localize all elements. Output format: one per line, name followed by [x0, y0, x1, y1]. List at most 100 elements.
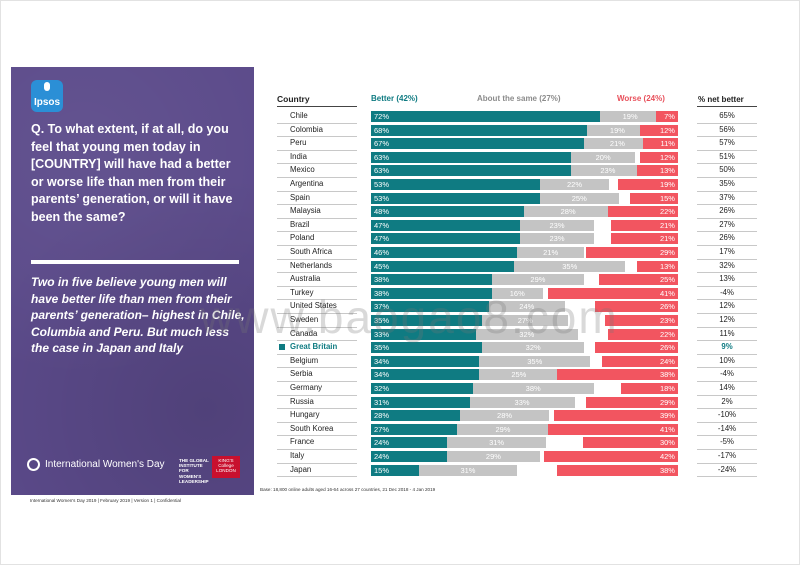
data-label: 25% — [659, 275, 675, 285]
bar-better: 46% — [371, 247, 518, 258]
bar-worse: 22% — [608, 206, 678, 218]
net-separator — [697, 149, 757, 151]
chart-row: Chile 72% 19% 7% 65% — [0, 110, 800, 124]
data-label: 67% — [374, 139, 390, 149]
net-value: 32% — [719, 260, 735, 270]
data-label: 13% — [659, 261, 675, 271]
row-separator — [277, 299, 357, 300]
tick-label: Spain — [290, 192, 310, 202]
tick-label: Russia — [290, 396, 314, 406]
net-value: 51% — [719, 151, 735, 161]
data-label: 29% — [530, 275, 546, 285]
data-label: 26% — [659, 302, 675, 312]
tick-label: Canada — [290, 328, 318, 338]
bar-same: 31% — [418, 464, 518, 476]
data-label: 33% — [514, 397, 530, 407]
bar-better: 27% — [371, 423, 457, 435]
bar-better: 38% — [371, 274, 492, 286]
bar-same: 35% — [514, 260, 626, 272]
data-label: 18% — [659, 384, 675, 393]
chart-row: Spain 53% 25% 15% 37% — [0, 192, 800, 206]
net-value: -14% — [717, 423, 737, 433]
net-separator — [697, 299, 757, 300]
tick-label: Peru — [290, 138, 307, 148]
row-separator — [277, 380, 357, 382]
data-label: 47% — [374, 234, 390, 244]
bar-better: 35% — [371, 315, 483, 326]
data-label: 29% — [659, 397, 675, 407]
bar-worse: 26% — [595, 342, 678, 354]
bar-worse: 23% — [604, 315, 678, 326]
net-separator — [697, 435, 757, 436]
row-separator — [277, 326, 357, 328]
net-value: 27% — [719, 219, 735, 229]
net-value: -4% — [720, 369, 734, 379]
net-value: 11% — [719, 328, 735, 338]
bar-same: 32% — [475, 328, 578, 340]
data-label: 38% — [659, 465, 675, 475]
net-separator — [697, 312, 757, 314]
tick-label: Great Britain — [290, 342, 338, 352]
net-separator — [697, 340, 757, 341]
tick-label: Brazil — [290, 219, 310, 229]
bar-same: 23% — [520, 219, 594, 231]
data-label: 63% — [374, 152, 390, 162]
bar-same: 29% — [491, 274, 585, 286]
header-country-rule — [277, 106, 357, 107]
data-label: 7% — [664, 112, 675, 121]
net-separator — [697, 204, 757, 205]
net-separator — [697, 272, 757, 273]
chart-row: Australia 38% 29% 25% 13% — [0, 273, 800, 287]
data-label: 68% — [374, 125, 390, 135]
net-separator — [697, 448, 757, 450]
data-label: 23% — [600, 166, 616, 176]
chart-row: Hungary 28% 28% 39% -10% — [0, 409, 800, 423]
bar-worse: 26% — [595, 301, 678, 313]
data-label: 28% — [560, 207, 576, 217]
data-label: 21% — [609, 139, 625, 149]
bar-same: 22% — [539, 179, 610, 190]
bar-better: 38% — [371, 287, 492, 299]
data-label: 28% — [374, 411, 390, 421]
row-separator — [277, 367, 357, 368]
net-value: 65% — [719, 111, 735, 120]
header-better: Better (42%) — [371, 94, 418, 103]
chart-row: Brazil 47% 23% 21% 27% — [0, 219, 800, 233]
bar-better: 37% — [371, 301, 489, 313]
data-label: 31% — [489, 438, 505, 448]
data-label: 63% — [374, 166, 390, 176]
data-label: 41% — [659, 288, 675, 298]
bar-same: 16% — [491, 287, 543, 299]
row-separator — [277, 353, 357, 355]
header-net-rule — [697, 106, 757, 107]
net-value: 17% — [719, 247, 735, 256]
net-separator — [697, 326, 757, 328]
chart-row: Italy 24% 29% 42% -17% — [0, 450, 800, 464]
tick-label: Sweden — [290, 315, 319, 324]
row-separator — [277, 435, 357, 436]
row-separator — [277, 217, 357, 219]
bar-same: 21% — [517, 247, 585, 258]
chart-row: Malaysia 48% 28% 22% 26% — [0, 205, 800, 219]
bar-worse: 7% — [655, 111, 678, 122]
tick-label: Colombia — [290, 124, 323, 134]
chart-row: South Africa 46% 21% 29% 17% — [0, 246, 800, 260]
net-value: 50% — [719, 165, 735, 175]
chart-row: Argentina 53% 22% 19% 35% — [0, 178, 800, 192]
data-label: 72% — [374, 112, 390, 121]
bar-same: 21% — [584, 138, 651, 150]
bar-same: 19% — [599, 111, 661, 122]
bar-worse: 21% — [611, 233, 678, 245]
bar-worse: 13% — [636, 165, 678, 177]
bar-same: 38% — [472, 383, 594, 394]
row-separator — [277, 136, 357, 137]
net-value: -4% — [720, 287, 734, 297]
bar-worse: 30% — [582, 437, 678, 449]
header-same: About the same (27%) — [477, 94, 561, 103]
bar-better: 33% — [371, 328, 476, 340]
chart-row: Netherlands 45% 35% 13% 32% — [0, 260, 800, 274]
net-value: 26% — [719, 206, 735, 216]
tick-label: Poland — [290, 233, 315, 243]
net-separator — [697, 258, 757, 260]
tick-label: Turkey — [290, 287, 314, 297]
